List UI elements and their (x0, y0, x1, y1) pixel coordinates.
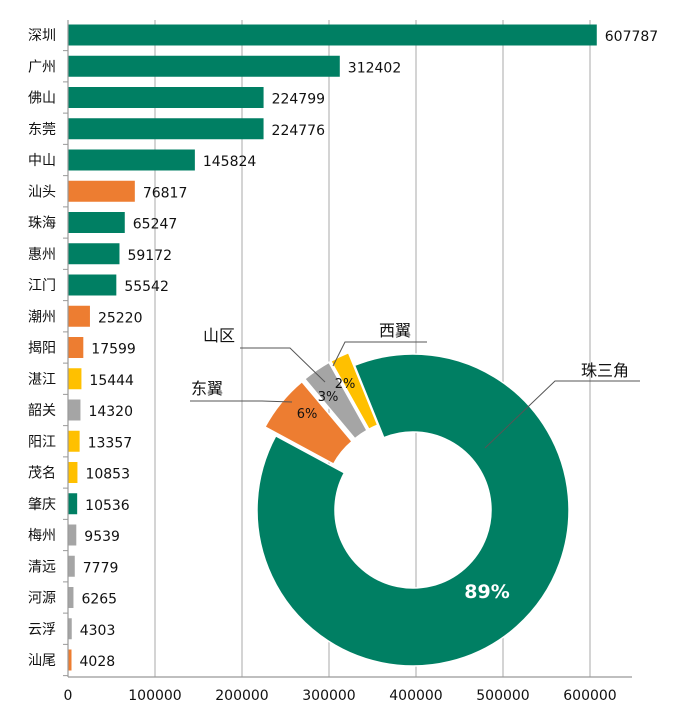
bar (68, 212, 125, 233)
x-axis: 0 100000 200000 300000 400000 500000 600000 (64, 20, 632, 704)
y-category-label: 江门 (28, 278, 56, 294)
bar-value-label: 145824 (203, 154, 257, 170)
bar-value-label: 65247 (133, 217, 178, 233)
y-category-label: 汕头 (28, 184, 56, 200)
bar (68, 399, 81, 421)
bar-series: 深圳 607787 广州 312402 佛山 224799 东莞 224776 中山 145824… (28, 24, 658, 677)
x-tick-label: 100000 (128, 688, 181, 704)
bar (68, 649, 72, 671)
bar-value-label: 224799 (272, 92, 325, 108)
bar-value-label: 10853 (85, 467, 130, 483)
y-category-label: 云浮 (28, 622, 56, 638)
bar-value-label: 224776 (272, 123, 326, 139)
bar-value-label: 25220 (98, 310, 143, 326)
y-category-label: 茂名 (28, 465, 56, 482)
y-category-label: 湛江 (28, 372, 56, 388)
bar-value-label: 76817 (143, 185, 188, 201)
bar-value-label: 6265 (81, 592, 117, 608)
bar-value-label: 312402 (348, 60, 401, 76)
bar (68, 305, 90, 327)
bar-value-label: 607787 (605, 29, 658, 45)
y-category-label: 东莞 (28, 122, 56, 138)
bar-value-label: 17599 (91, 342, 136, 358)
leader-line (190, 400, 293, 403)
bar-value-label: 9539 (84, 529, 120, 545)
x-tick-label: 600000 (563, 688, 616, 704)
bar-value-label: 4028 (80, 654, 116, 670)
bar (68, 87, 264, 108)
y-category-label: 广州 (28, 59, 56, 75)
bar-value-label: 4303 (80, 623, 116, 639)
x-tick-label: 400000 (389, 688, 442, 704)
bar (68, 368, 82, 390)
donut-value-label: 89% (464, 581, 509, 603)
bar (68, 462, 78, 483)
donut-value-label: 3% (318, 390, 339, 405)
y-category-label: 韶关 (28, 403, 56, 419)
x-tick-label: 0 (64, 688, 73, 704)
y-category-label: 惠州 (28, 247, 56, 263)
bar (68, 149, 195, 171)
y-category-label: 珠海 (28, 216, 56, 232)
donut-category-label: 西翼 (379, 321, 411, 340)
donut-slice (256, 353, 570, 667)
y-category-label: 深圳 (28, 28, 56, 44)
bar-value-label: 14320 (88, 404, 133, 420)
donut-category-label: 珠三角 (581, 361, 629, 380)
bar-value-label: 10536 (85, 498, 130, 514)
bar-value-label: 59172 (127, 248, 172, 264)
donut-slice (303, 361, 369, 440)
y-category-label: 阳江 (28, 434, 56, 450)
y-category-label: 肇庆 (28, 497, 56, 513)
y-category-label: 揭阳 (28, 341, 56, 357)
x-tick-label: 500000 (476, 688, 529, 704)
bar (68, 587, 74, 608)
bar (68, 430, 80, 452)
y-category-label: 潮州 (28, 309, 56, 325)
bar (68, 24, 597, 46)
bar (68, 337, 84, 358)
leader-line (240, 347, 326, 383)
y-category-label: 河源 (28, 591, 56, 607)
bar (68, 243, 120, 265)
bar (68, 555, 75, 577)
donut-category-label: 东翼 (191, 379, 223, 398)
y-category-label: 中山 (28, 153, 56, 169)
bar (68, 55, 340, 77)
bar (68, 524, 77, 546)
bar-value-label: 7779 (83, 560, 119, 576)
leader-line (484, 380, 640, 449)
y-category-label: 佛山 (28, 91, 56, 107)
bar (68, 180, 135, 202)
y-category-label: 梅州 (28, 528, 56, 544)
donut-value-label: 6% (297, 407, 318, 422)
x-tick-label: 200000 (215, 688, 268, 704)
bar (68, 493, 78, 515)
y-category-label: 汕尾 (28, 653, 56, 669)
bar (68, 618, 72, 640)
bar-value-label: 13357 (88, 435, 133, 451)
donut-value-label: 2% (335, 377, 356, 392)
x-tick-label: 300000 (302, 688, 355, 704)
bar (68, 274, 117, 296)
leader-line (332, 341, 427, 367)
bar (68, 118, 264, 140)
bar-value-label: 55542 (124, 279, 169, 295)
bar-value-label: 15444 (89, 373, 134, 389)
donut-category-label: 山区 (203, 326, 235, 345)
y-category-label: 清远 (28, 559, 56, 575)
